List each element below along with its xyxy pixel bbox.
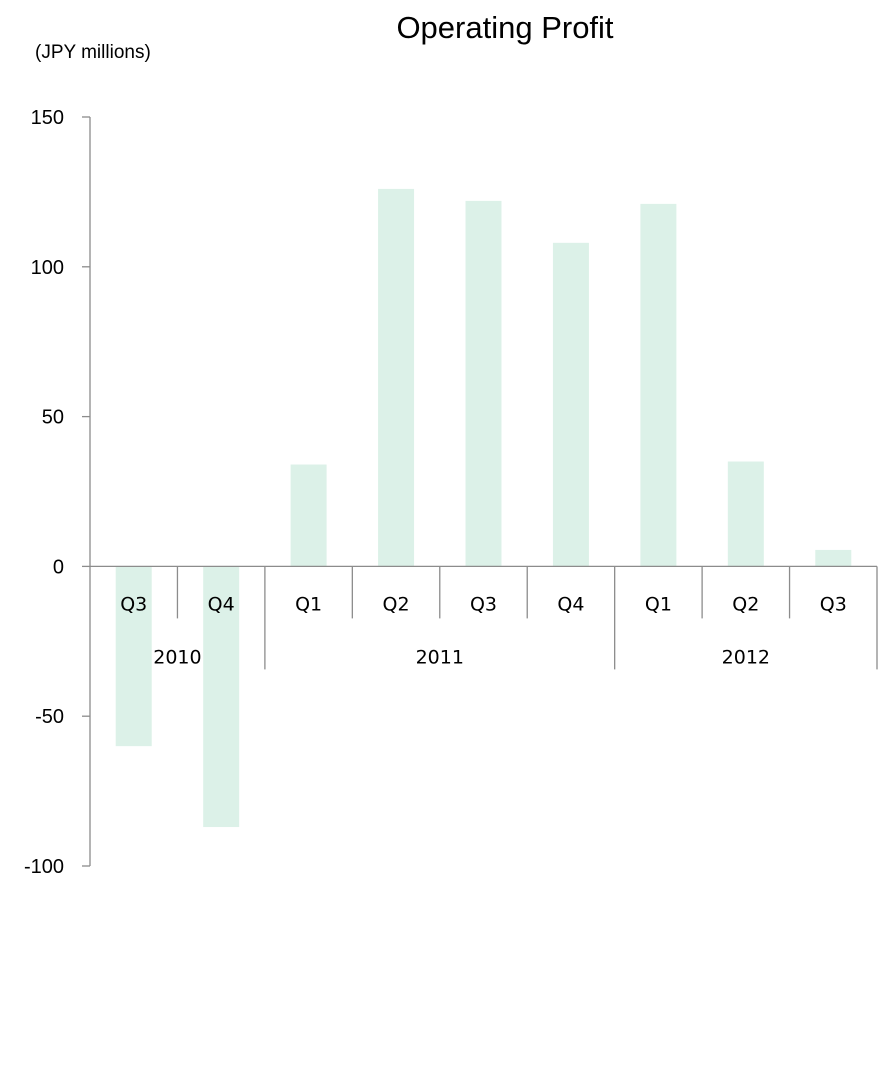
x-year-label: 2012 [722, 646, 770, 668]
y-tick-label: 100 [31, 257, 64, 279]
x-category-label: Q4 [557, 593, 584, 615]
bar-7 [727, 461, 764, 567]
x-category-label: Q1 [645, 593, 672, 615]
y-tick-label: 0 [53, 556, 64, 578]
y-unit-label: (JPY millions) [35, 42, 151, 63]
x-category-label: Q3 [470, 593, 497, 615]
y-tick-label: -100 [24, 856, 64, 878]
y-tick-label: 150 [31, 107, 64, 129]
x-year-label: 2011 [416, 646, 464, 668]
y-tick-label: -50 [35, 706, 64, 728]
y-tick-label: 50 [42, 407, 64, 429]
bar-4 [465, 200, 502, 567]
bar-3 [378, 188, 415, 567]
axes-group [89, 117, 877, 866]
bar-2 [290, 464, 327, 567]
x-year-label: 2010 [153, 646, 201, 668]
x-category-label: Q4 [208, 593, 235, 615]
bar-6 [640, 203, 677, 567]
x-category-label: Q1 [295, 593, 322, 615]
x-category-label: Q3 [820, 593, 847, 615]
bars-group [115, 188, 852, 828]
x-category-label: Q2 [732, 593, 759, 615]
x-category-label: Q2 [383, 593, 410, 615]
bar-8 [815, 549, 852, 567]
bar-0 [115, 566, 152, 747]
x-category-label: Q3 [120, 593, 147, 615]
bar-1 [203, 566, 240, 828]
chart-title: Operating Profit [396, 10, 613, 45]
bar-5 [552, 242, 589, 567]
x-axis-categories: Q3 Q4 Q1 Q2 Q3 Q4 Q1 Q2 Q3 2010 2011 2012 [120, 566, 878, 670]
y-axis-ticks: 150 100 50 0 -50 -100 [24, 107, 90, 878]
